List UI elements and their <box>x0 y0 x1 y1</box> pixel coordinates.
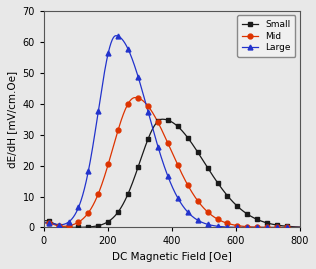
Large <box>285 226 289 229</box>
Mid <box>106 162 110 166</box>
Mid <box>76 221 80 224</box>
Small <box>96 224 100 227</box>
Large <box>146 110 150 113</box>
Small <box>255 218 259 221</box>
Large <box>275 226 279 229</box>
Small <box>235 205 239 208</box>
Large <box>216 225 219 228</box>
Small <box>186 136 190 139</box>
Small <box>265 221 269 225</box>
Large <box>196 218 200 222</box>
Small <box>57 224 61 227</box>
Large <box>87 169 90 172</box>
Mid <box>116 128 120 131</box>
Small <box>246 213 249 216</box>
Mid <box>235 224 239 227</box>
Y-axis label: dE/dH [mV/cm.Oe]: dE/dH [mV/cm.Oe] <box>7 71 17 168</box>
Small <box>116 210 120 213</box>
Small <box>216 181 219 184</box>
Mid <box>57 224 61 228</box>
Large <box>116 35 120 38</box>
Mid <box>275 226 279 229</box>
Mid <box>226 222 229 225</box>
Mid <box>196 199 200 202</box>
Mid <box>166 142 170 145</box>
Large <box>76 206 80 209</box>
Mid <box>156 121 160 124</box>
Large <box>47 221 51 225</box>
Mid <box>47 221 51 225</box>
Mid <box>265 226 269 229</box>
Large <box>96 109 100 112</box>
Small <box>136 165 140 169</box>
Large <box>255 226 259 229</box>
Large <box>235 226 239 229</box>
Large <box>246 226 249 229</box>
Mid <box>87 211 90 214</box>
Mid <box>255 225 259 229</box>
Small <box>156 120 160 123</box>
Large <box>166 175 170 178</box>
Large <box>126 48 130 51</box>
Small <box>146 137 150 141</box>
Large <box>176 196 180 200</box>
Mid <box>67 224 70 227</box>
Mid <box>176 164 180 167</box>
Large <box>186 210 190 214</box>
Small <box>76 226 80 229</box>
Large <box>226 225 229 229</box>
Small <box>196 150 200 154</box>
Legend: Small, Mid, Large: Small, Mid, Large <box>237 15 295 57</box>
Mid <box>96 192 100 195</box>
Mid <box>126 102 130 105</box>
Mid <box>136 96 140 100</box>
Mid <box>146 104 150 108</box>
Small <box>176 125 180 128</box>
Mid <box>216 218 219 221</box>
X-axis label: DC Magnetic Field [Oe]: DC Magnetic Field [Oe] <box>112 252 232 262</box>
Large <box>136 75 140 78</box>
Small <box>126 192 130 195</box>
Small <box>106 220 110 223</box>
Small <box>166 119 170 122</box>
Mid <box>206 210 210 214</box>
Small <box>285 225 289 228</box>
Large <box>57 223 61 226</box>
Line: Mid: Mid <box>46 95 289 230</box>
Mid <box>246 225 249 228</box>
Line: Large: Large <box>46 34 289 230</box>
Small <box>67 226 70 229</box>
Large <box>265 226 269 229</box>
Large <box>156 145 160 148</box>
Small <box>226 194 229 197</box>
Line: Small: Small <box>46 118 289 230</box>
Small <box>275 224 279 227</box>
Large <box>206 223 210 226</box>
Small <box>47 220 51 223</box>
Large <box>67 220 70 224</box>
Large <box>106 51 110 54</box>
Small <box>206 166 210 169</box>
Small <box>87 225 90 229</box>
Mid <box>186 183 190 187</box>
Mid <box>285 226 289 229</box>
